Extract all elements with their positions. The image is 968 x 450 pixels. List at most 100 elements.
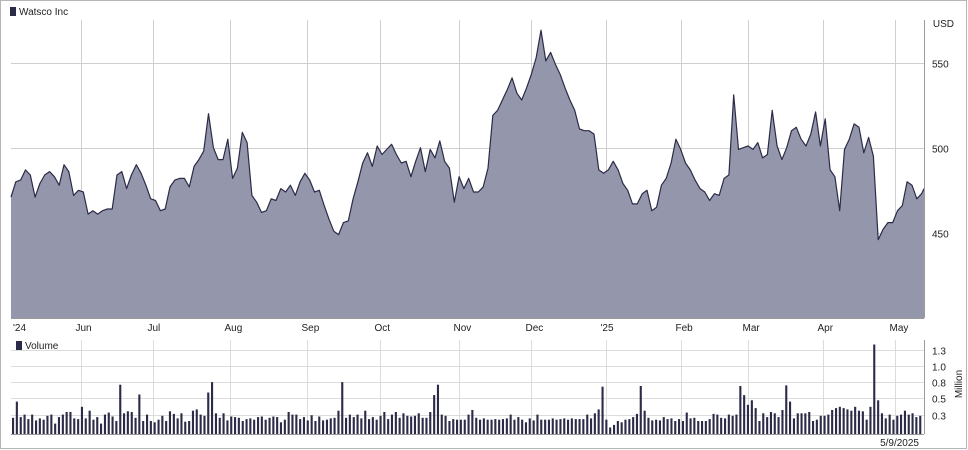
volume-bar [658,420,662,434]
volume-bar [735,414,738,434]
volume-bar [448,421,451,434]
volume-bar [712,413,715,434]
volume-bar [781,410,784,434]
volume-bar [704,421,707,434]
volume-bar [582,419,585,434]
volume-bar [325,419,329,434]
volume-bar [635,413,639,434]
x-tick-label: May [890,323,909,334]
volume-bar [302,417,306,434]
volume-bar [92,419,95,434]
volume-y-tick-label: 0.3 [932,412,946,423]
volume-bar [674,421,677,434]
x-tick-label: Jul [148,323,161,334]
volume-bar [425,417,428,434]
volume-bar [31,414,34,434]
volume-bar [310,415,313,434]
volume-bar [865,419,868,434]
volume-bar [750,400,753,434]
volume-bar [360,418,363,434]
volume-gridlines [11,340,924,434]
volume-bar [590,418,593,434]
volume-bar [130,412,133,434]
volume-bar [517,417,520,434]
volume-bar [165,421,168,434]
volume-bar [226,420,229,434]
volume-bar [337,410,340,434]
volume-bar [153,422,156,434]
volume-bar [685,412,688,434]
volume-bar [532,420,535,434]
volume-bar [260,416,263,434]
volume-bar [46,415,49,434]
volume-y-tick-label: 1.3 [932,347,946,358]
price-line [10,29,925,241]
volume-bar [264,419,267,434]
volume-bar [815,419,818,434]
volume-bar [287,412,290,434]
volume-bar [279,422,283,434]
volume-bar [873,344,876,434]
volume-bar [601,386,604,434]
volume-bar [900,414,903,434]
volume-bar [727,414,730,434]
volume-bar [322,420,325,434]
volume-bar [540,419,543,434]
volume-bar [857,410,861,434]
volume-bar [777,417,780,434]
volume-bar [678,419,681,434]
volume-panel: Volume 0.3 0.5 0.8 1.0 1.3 Million 5/9/2025 [11,340,965,449]
volume-bar [823,415,826,434]
volume-bar [329,418,332,434]
volume-bar [544,419,547,434]
volume-bar [88,410,91,434]
volume-y-tick-label: 0.5 [932,395,946,406]
volume-bar [348,414,351,434]
volume-bar [459,419,462,434]
volume-bar [766,417,769,434]
volume-bar [919,415,922,434]
volume-bar [352,417,355,434]
volume-bar [479,419,482,434]
volume-bar [38,418,41,434]
volume-bar [643,410,646,434]
volume-bar [792,418,796,434]
volume-bar [716,414,719,434]
volume-bar [19,417,22,434]
volume-bar [375,419,378,434]
price-panel: Watsco Inc USD 450 500 550 '24 Jun Jul Aug Sep… [10,7,954,334]
price-legend-label: Watsco Inc [19,7,68,18]
volume-bar [861,411,864,434]
volume-bar [245,419,248,434]
volume-bar [647,417,650,434]
volume-bar [42,419,45,434]
volume-bar [536,414,539,434]
volume-bar [134,417,137,434]
volume-bar [237,417,240,434]
volume-bar [111,416,114,434]
volume-bar [724,418,727,434]
x-tick-label: Apr [818,323,834,334]
volume-bar [754,408,757,434]
price-legend-swatch [10,7,16,16]
volume-bar [746,404,750,434]
volume-bar [521,419,524,434]
volume-bar [628,419,631,434]
volume-legend-label: Volume [25,341,59,352]
volume-bar [218,417,221,434]
volume-bar [701,421,704,434]
volume-bar [253,419,256,434]
volume-bar [356,414,359,434]
volume-bar [268,417,271,434]
price-unit-label: USD [933,19,954,30]
volume-bar [804,413,807,434]
volume-bar [341,382,344,434]
volume-bar [613,424,616,434]
volume-bar [597,409,600,434]
volume-bar [207,392,210,434]
volume-bar [846,409,849,434]
volume-bar [827,414,830,434]
volume-bar [662,417,665,434]
volume-bar [107,412,110,434]
